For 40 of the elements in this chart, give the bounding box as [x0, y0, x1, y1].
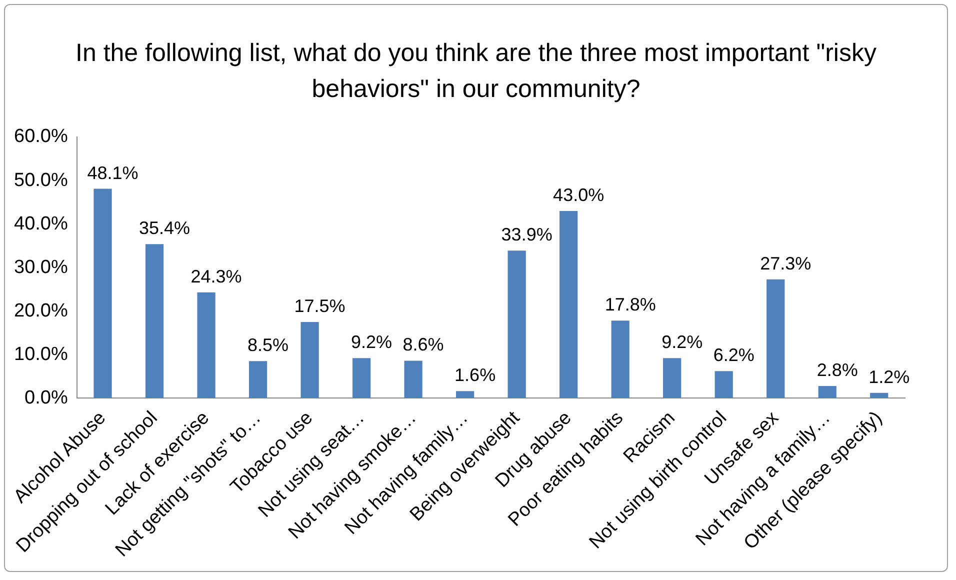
- y-tick-label: 10.0%: [14, 344, 68, 365]
- bar: [818, 386, 836, 398]
- bar: [248, 361, 268, 398]
- data-label: 8.5%: [248, 335, 289, 356]
- bar: [94, 188, 112, 398]
- data-label: 6.2%: [713, 345, 754, 366]
- bar: [870, 392, 888, 398]
- y-tick-label: 0.0%: [24, 387, 68, 408]
- bar: [456, 391, 474, 398]
- bar: [352, 358, 371, 398]
- data-label: 17.5%: [294, 296, 346, 316]
- data-label: 8.6%: [402, 334, 444, 355]
- chart-title: In the following list, what do you think are the three most important "risky behaviors" in our community?: [74, 38, 878, 105]
- bar: [197, 292, 216, 398]
- data-label: 1.6%: [454, 365, 496, 386]
- data-label: 9.2%: [351, 332, 392, 352]
- y-tick-label: 20.0%: [14, 300, 68, 322]
- y-tick-label: 50.0%: [14, 170, 68, 191]
- data-label: 27.3%: [760, 253, 812, 274]
- bar: [663, 358, 682, 398]
- bar: [766, 279, 785, 398]
- bar: [560, 210, 578, 398]
- bar: [714, 371, 733, 398]
- bar: [145, 244, 164, 398]
- data-label: 43.0%: [553, 184, 604, 205]
- bar: [611, 320, 630, 398]
- y-tick-label: 60.0%: [14, 126, 68, 148]
- data-label: 24.3%: [190, 266, 242, 286]
- y-tick-label: 30.0%: [14, 256, 68, 278]
- data-label: 2.8%: [816, 360, 858, 380]
- data-label: 35.4%: [138, 218, 190, 238]
- data-label: 33.9%: [501, 224, 552, 245]
- data-label: 17.8%: [604, 294, 656, 315]
- data-label: 1.2%: [868, 366, 910, 387]
- data-label: 48.1%: [87, 162, 138, 183]
- data-label: 9.2%: [662, 332, 703, 352]
- y-tick-label: 40.0%: [14, 213, 68, 234]
- bar: [404, 360, 422, 398]
- bar: [508, 250, 526, 398]
- bar: [300, 322, 319, 398]
